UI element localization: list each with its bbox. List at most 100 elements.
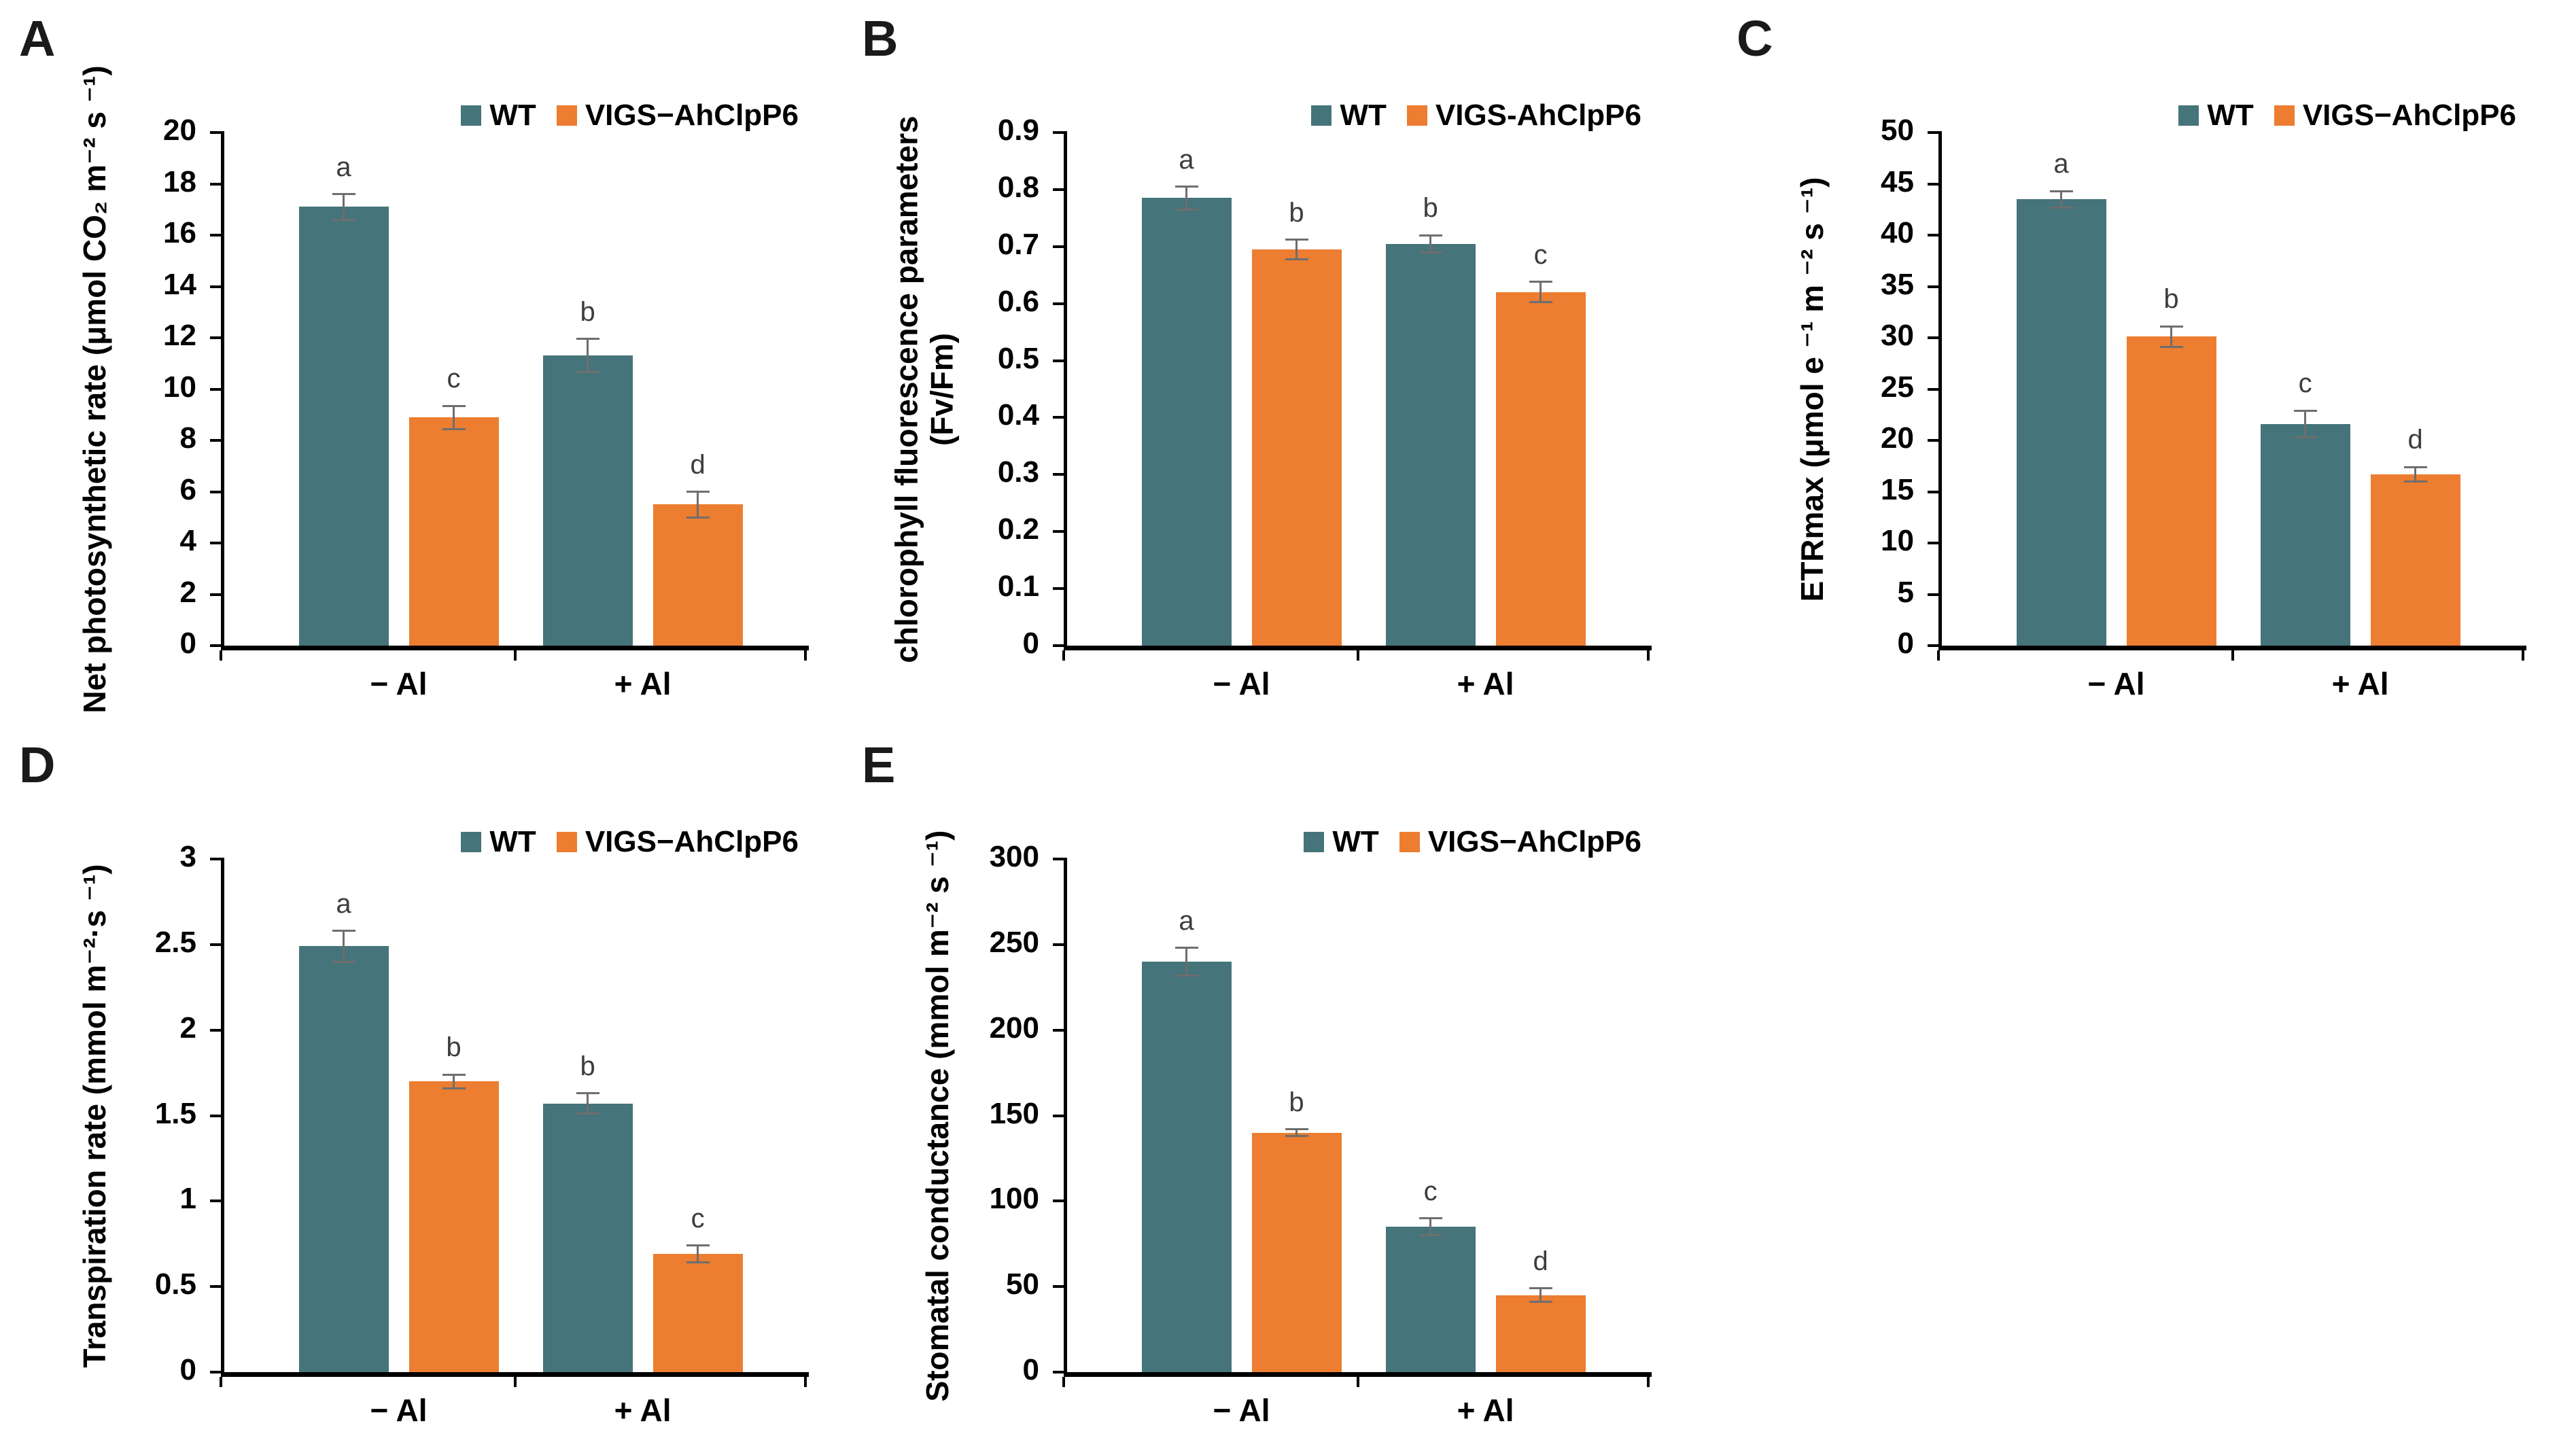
x-category-label: + Al	[2331, 666, 2389, 701]
y-axis-tick-label: 20	[163, 113, 196, 147]
error-bar-line	[697, 491, 699, 518]
panel-letter: A	[19, 10, 56, 67]
bar-wt-minusAl	[2016, 199, 2106, 646]
wt-swatch-icon	[2178, 105, 2199, 126]
error-bar-line	[587, 1093, 589, 1114]
x-axis-tick	[1062, 1377, 1065, 1387]
x-axis-tick	[513, 1377, 517, 1387]
y-axis-tick-label: 30	[1881, 319, 1914, 352]
y-axis-tick-label: 45	[1881, 164, 1914, 198]
error-bar-line	[2304, 410, 2307, 438]
y-axis-tick	[210, 1114, 221, 1117]
y-axis-tick-label: 150	[989, 1096, 1039, 1130]
error-bar-line	[1295, 1129, 1298, 1136]
y-axis-tick	[1928, 182, 1938, 186]
significance-letter: c	[1533, 239, 1548, 270]
bar-vigs-minusAl	[408, 1081, 499, 1372]
panel-letter: B	[862, 10, 899, 67]
y-axis-tick-label: 25	[1881, 370, 1914, 404]
y-axis-tick-label: 3	[179, 840, 196, 873]
y-axis-tick-label: 300	[989, 840, 1039, 873]
legend-entry-vigs: VIGS−AhClpP6	[2274, 99, 2516, 133]
y-axis-tick	[1928, 285, 1938, 288]
y-axis-tick-label: 1.5	[154, 1096, 196, 1130]
x-category-label: − Al	[1213, 1393, 1270, 1428]
error-bar-line	[453, 406, 455, 429]
vigs-swatch-icon	[1399, 832, 1420, 852]
error-bar-cap-top	[576, 338, 599, 340]
bar-wt-plusAl	[2260, 423, 2350, 646]
y-axis-tick-label: 0	[1022, 1353, 1039, 1386]
legend-label: WT	[489, 825, 536, 858]
significance-letter: a	[336, 888, 351, 919]
y-axis-tick-label: 200	[989, 1011, 1039, 1045]
y-axis-tick	[1053, 1371, 1064, 1373]
y-axis-tick	[210, 131, 221, 134]
y-axis-tick	[1053, 473, 1064, 476]
x-axis-line	[1064, 1372, 1652, 1377]
wt-swatch-icon	[461, 105, 482, 126]
y-axis-tick	[210, 1200, 221, 1203]
legend-label: WT	[489, 99, 536, 132]
y-axis-tick-label: 0	[1022, 627, 1039, 660]
error-bar-cap-top	[1174, 947, 1198, 949]
x-category-label: − Al	[370, 666, 428, 701]
error-bar-line	[343, 930, 345, 962]
y-axis-tick-label: 2	[179, 1011, 196, 1045]
y-axis-tick-label: 20	[1881, 421, 1914, 455]
error-bar-cap-top	[686, 491, 710, 493]
y-axis-tick-label: 1	[179, 1182, 196, 1216]
y-axis-tick-label: 100	[989, 1182, 1039, 1216]
x-category-label: + Al	[614, 1393, 672, 1428]
y-axis-tick	[1928, 336, 1938, 339]
x-axis-line	[221, 1372, 809, 1377]
y-axis-tick	[1053, 644, 1064, 647]
y-axis-tick-label: 50	[1881, 113, 1914, 147]
y-axis-tick-label: 0	[179, 627, 196, 660]
legend: WT VIGS-AhClpP6	[1311, 99, 1641, 133]
y-axis-tick	[210, 858, 221, 860]
error-bar-cap-bottom	[576, 1113, 599, 1115]
y-axis-tick-label: 8	[179, 421, 196, 455]
y-axis-tick	[210, 943, 221, 946]
significance-letter: a	[1179, 144, 1194, 175]
error-bar-cap-top	[1285, 1128, 1308, 1131]
legend-entry-vigs: VIGS−AhClpP6	[1399, 825, 1641, 859]
x-category-label: + Al	[1457, 666, 1514, 701]
y-axis-tick	[210, 1028, 221, 1032]
x-axis-line	[1064, 646, 1652, 650]
error-bar-line	[587, 338, 589, 372]
y-axis-tick-label: 5	[1897, 575, 1914, 609]
error-bar-line	[453, 1074, 455, 1089]
y-axis-line	[1064, 858, 1067, 1373]
error-bar-cap-bottom	[2049, 206, 2073, 209]
x-category-label: − Al	[1213, 666, 1270, 701]
x-axis-tick	[2231, 650, 2234, 661]
x-category-label: + Al	[614, 666, 672, 701]
significance-letter: c	[691, 1203, 705, 1233]
error-bar-cap-bottom	[686, 1261, 710, 1264]
y-axis-tick-label: 0.6	[997, 284, 1039, 318]
y-axis-tick-label: 0.4	[997, 398, 1039, 432]
significance-letter: b	[1289, 1087, 1304, 1117]
y-axis-tick-label: 16	[163, 216, 196, 249]
error-bar-cap-bottom	[442, 1087, 466, 1089]
y-axis-tick-label: 0.9	[997, 113, 1039, 147]
x-axis-tick	[804, 1377, 807, 1387]
vigs-swatch-icon	[2274, 105, 2295, 126]
error-bar-line	[2414, 467, 2417, 482]
legend-entry-wt: WT	[461, 825, 536, 859]
legend-entry-wt: WT	[1311, 99, 1387, 133]
y-axis-line	[221, 131, 224, 647]
significance-letter: d	[2407, 425, 2423, 455]
x-category-label: + Al	[1457, 1393, 1514, 1428]
x-axis-line	[1938, 646, 2526, 650]
bar-wt-plusAl	[1385, 1227, 1476, 1372]
panel-C: C ETRmax (μmol e ⁻¹ m ⁻² s ⁻¹) 0 5 10 15 20 25 3…	[1718, 0, 2576, 726]
y-axis-tick-label: 0.7	[997, 227, 1039, 261]
y-axis-tick	[210, 234, 221, 237]
y-axis-tick-label: 0.5	[997, 341, 1039, 375]
x-axis-tick	[220, 1377, 222, 1387]
